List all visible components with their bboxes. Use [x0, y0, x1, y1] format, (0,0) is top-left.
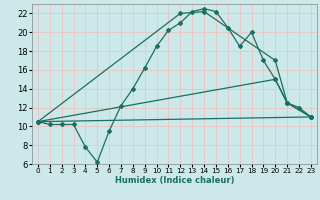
X-axis label: Humidex (Indice chaleur): Humidex (Indice chaleur): [115, 176, 234, 185]
